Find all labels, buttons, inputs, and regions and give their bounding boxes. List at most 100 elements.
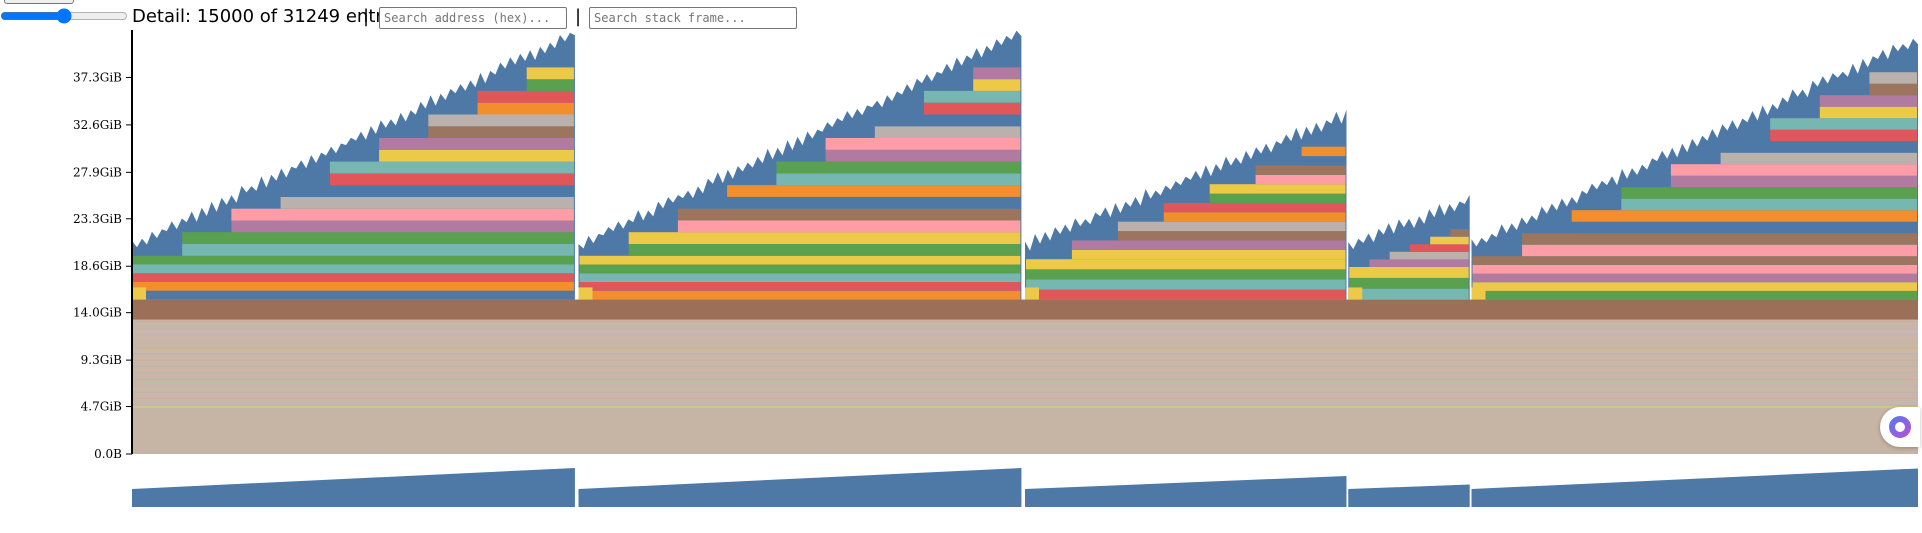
allocation-block[interactable]: [379, 138, 574, 150]
allocation-block[interactable]: [1670, 175, 1917, 188]
allocation-block[interactable]: [1869, 72, 1917, 84]
allocation-block[interactable]: [1117, 231, 1346, 241]
segment-2[interactable]: [578, 30, 1022, 300]
overview-segment[interactable]: [1348, 484, 1470, 508]
allocation-block[interactable]: [379, 149, 574, 162]
options-button[interactable]: [4, 0, 74, 4]
allocation-block[interactable]: [1430, 236, 1469, 245]
segment-3[interactable]: [1025, 109, 1347, 300]
allocation-block[interactable]: [874, 114, 1021, 127]
allocation-block[interactable]: [1522, 233, 1917, 245]
allocation-block[interactable]: [1348, 287, 1363, 300]
allocation-block[interactable]: [526, 67, 574, 80]
allocation-block[interactable]: [1720, 141, 1917, 153]
allocation-block[interactable]: [1869, 83, 1917, 96]
allocation-block[interactable]: [329, 173, 574, 186]
allocation-block[interactable]: [1369, 259, 1469, 267]
allocation-block[interactable]: [428, 114, 574, 127]
allocation-block[interactable]: [578, 287, 593, 300]
allocation-block[interactable]: [727, 196, 1021, 209]
allocation-block[interactable]: [1117, 221, 1346, 232]
allocation-block[interactable]: [1571, 221, 1917, 234]
allocation-block[interactable]: [1720, 152, 1917, 165]
overview-segment[interactable]: [1025, 476, 1347, 507]
allocation-block[interactable]: [1770, 129, 1917, 142]
allocation-block[interactable]: [1026, 289, 1346, 300]
allocation-block[interactable]: [133, 282, 574, 291]
allocation-block[interactable]: [1349, 288, 1469, 300]
allocation-block[interactable]: [132, 287, 146, 300]
allocation-block[interactable]: [182, 244, 574, 256]
allocation-block[interactable]: [776, 173, 1021, 186]
allocation-block[interactable]: [1522, 244, 1917, 257]
allocation-block[interactable]: [1472, 273, 1918, 283]
allocation-block[interactable]: [874, 126, 1021, 138]
allocation-block[interactable]: [1301, 146, 1346, 157]
allocation-block[interactable]: [628, 232, 1021, 244]
allocation-block[interactable]: [1255, 174, 1346, 185]
allocation-block[interactable]: [329, 161, 574, 174]
baseline-layer-persistent-block[interactable]: [132, 299, 1918, 320]
allocation-block[interactable]: [1389, 251, 1469, 260]
allocation-block[interactable]: [1349, 277, 1469, 289]
allocation-block[interactable]: [1621, 198, 1917, 211]
segment-4[interactable]: [1348, 194, 1470, 300]
allocation-block[interactable]: [477, 90, 574, 103]
allocation-block[interactable]: [1163, 202, 1346, 213]
allocation-block[interactable]: [1670, 164, 1917, 176]
allocation-block[interactable]: [677, 208, 1021, 221]
allocation-block[interactable]: [428, 126, 574, 138]
detail-slider[interactable]: [0, 8, 128, 24]
allocation-block[interactable]: [677, 220, 1021, 233]
allocation-block[interactable]: [133, 255, 574, 265]
allocation-block[interactable]: [280, 196, 574, 209]
allocation-block[interactable]: [1621, 187, 1917, 199]
allocation-block[interactable]: [1450, 229, 1469, 237]
allocation-block[interactable]: [1255, 165, 1346, 175]
baseline-layer-static-allocations[interactable]: [132, 406, 1918, 454]
segment-5[interactable]: [1471, 38, 1919, 300]
allocation-block[interactable]: [1571, 210, 1917, 222]
allocation-block[interactable]: [1410, 244, 1469, 252]
allocation-block[interactable]: [1163, 212, 1346, 222]
allocation-block[interactable]: [1349, 267, 1469, 278]
allocation-block[interactable]: [1025, 287, 1039, 300]
assistant-widget-button[interactable]: [1880, 407, 1920, 447]
allocation-block[interactable]: [973, 67, 1021, 80]
allocation-block[interactable]: [1026, 269, 1346, 280]
overview-segment[interactable]: [1471, 468, 1919, 508]
overview-minimap[interactable]: [132, 468, 1918, 507]
allocation-block[interactable]: [1209, 184, 1346, 194]
allocation-block[interactable]: [1071, 249, 1346, 260]
allocation-block[interactable]: [133, 264, 574, 274]
allocation-block[interactable]: [1026, 279, 1346, 290]
allocation-block[interactable]: [1209, 193, 1346, 203]
allocation-block[interactable]: [579, 290, 1021, 300]
allocation-block[interactable]: [231, 220, 574, 233]
overview-segment[interactable]: [132, 468, 575, 507]
overview-segment[interactable]: [578, 468, 1022, 507]
plot-area[interactable]: [132, 30, 1919, 454]
allocation-block[interactable]: [1471, 287, 1486, 300]
allocation-block[interactable]: [727, 185, 1021, 197]
allocation-block[interactable]: [1071, 240, 1346, 250]
allocation-block[interactable]: [924, 90, 1021, 103]
allocation-block[interactable]: [825, 138, 1021, 150]
allocation-block[interactable]: [133, 273, 574, 282]
allocation-block[interactable]: [1026, 259, 1346, 270]
allocation-block[interactable]: [579, 255, 1021, 265]
allocation-block[interactable]: [1301, 156, 1346, 166]
allocation-block[interactable]: [825, 149, 1021, 162]
allocation-block[interactable]: [579, 264, 1021, 274]
allocation-block[interactable]: [280, 185, 574, 197]
allocation-block[interactable]: [1770, 118, 1917, 130]
allocation-block[interactable]: [579, 282, 1021, 291]
allocation-block[interactable]: [776, 161, 1021, 174]
allocation-block[interactable]: [1472, 282, 1918, 291]
allocation-block[interactable]: [1819, 95, 1917, 107]
address-search-input[interactable]: [379, 7, 567, 29]
allocation-block[interactable]: [973, 79, 1021, 91]
allocation-block[interactable]: [1472, 264, 1918, 274]
allocation-block[interactable]: [1472, 290, 1918, 300]
allocation-block[interactable]: [231, 208, 574, 221]
